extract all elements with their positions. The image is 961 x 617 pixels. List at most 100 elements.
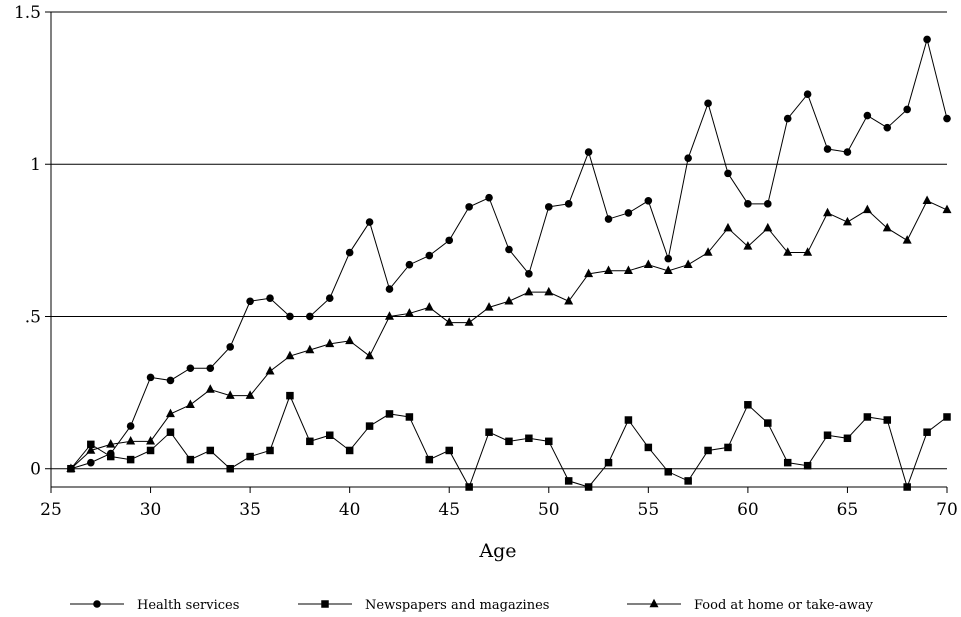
data-point-triangle: [205, 384, 215, 393]
x-tick-label: 35: [239, 500, 261, 520]
data-point-circle: [644, 196, 653, 205]
data-point-triangle: [524, 286, 534, 296]
data-point-circle: [744, 200, 752, 208]
series-triangle: [66, 195, 952, 472]
data-point-circle: [823, 145, 832, 153]
data-point-triangle: [265, 366, 275, 375]
data-point-circle: [445, 236, 454, 245]
data-point-square: [286, 391, 294, 400]
data-point-circle: [226, 343, 234, 351]
data-point-square: [465, 483, 473, 491]
data-point-square: [166, 428, 175, 436]
data-point-triangle: [285, 350, 295, 360]
y-tick-label: 1: [30, 155, 41, 175]
data-point-triangle: [643, 259, 653, 268]
data-point-circle: [425, 251, 434, 260]
data-point-circle: [325, 294, 334, 303]
data-point-square: [604, 458, 613, 467]
x-tick-label: 60: [737, 500, 759, 520]
data-point-triangle: [743, 241, 753, 250]
data-point-square: [385, 410, 394, 418]
data-point-square: [624, 416, 633, 424]
legend-marker-triangle: [649, 598, 659, 608]
data-point-square: [823, 431, 832, 439]
data-point-square: [326, 431, 334, 439]
data-point-circle: [843, 148, 852, 156]
legend-item: Newspapers and magazines: [298, 598, 549, 613]
x-axis-title: Age: [478, 540, 516, 562]
data-point-square: [923, 428, 931, 436]
data-point-circle: [764, 200, 772, 208]
data-point-triangle: [763, 222, 773, 232]
data-point-triangle: [882, 222, 892, 232]
data-point-circle: [505, 245, 513, 254]
data-point-square: [525, 434, 533, 443]
series-circle: [67, 35, 951, 473]
data-point-square: [863, 413, 872, 421]
data-point-square: [126, 455, 135, 464]
data-point-triangle: [564, 295, 574, 305]
data-point-square: [843, 434, 852, 443]
data-point-square: [943, 413, 951, 421]
y-tick-label: .5: [25, 307, 41, 327]
x-tick-label: 30: [140, 500, 162, 520]
data-point-circle: [485, 193, 493, 202]
data-point-square: [365, 422, 374, 430]
data-point-square: [883, 416, 892, 424]
data-point-square: [644, 443, 653, 452]
data-point-triangle: [723, 222, 733, 232]
data-point-triangle: [464, 317, 474, 326]
data-point-circle: [684, 154, 692, 162]
data-point-circle: [146, 373, 155, 382]
data-point-triangle: [225, 390, 235, 399]
data-point-circle: [126, 422, 135, 430]
data-point-square: [186, 455, 195, 464]
data-point-square: [146, 446, 155, 455]
data-point-circle: [943, 114, 951, 123]
data-point-square: [564, 477, 573, 485]
legend-item: Health services: [70, 598, 239, 613]
legend-item: Food at home or take-away: [627, 598, 874, 613]
data-point-square: [744, 401, 752, 409]
data-point-triangle: [683, 259, 693, 268]
data-point-square: [445, 446, 453, 455]
data-point-circle: [286, 312, 294, 321]
data-point-triangle: [922, 195, 932, 205]
data-point-triangle: [384, 311, 394, 320]
data-point-square: [345, 446, 354, 455]
data-point-triangle: [245, 390, 255, 399]
data-point-square: [545, 437, 553, 446]
data-point-triangle: [783, 247, 793, 256]
data-point-square: [266, 446, 274, 455]
data-point-circle: [385, 285, 394, 293]
y-tick-label: 1.5: [14, 3, 41, 23]
data-point-square: [306, 437, 314, 446]
y-tick-label: 0: [30, 460, 41, 480]
data-point-triangle: [165, 408, 175, 418]
data-point-square: [246, 452, 254, 461]
data-point-triangle: [663, 265, 673, 275]
data-point-circle: [87, 458, 95, 467]
data-point-circle: [604, 215, 613, 223]
data-point-circle: [783, 114, 792, 123]
series-line: [70, 37, 948, 470]
data-point-circle: [584, 148, 593, 156]
series-square: [67, 391, 951, 491]
x-tick-label: 40: [339, 500, 361, 520]
data-point-circle: [863, 111, 872, 120]
data-point-square: [226, 464, 234, 473]
data-point-circle: [345, 248, 354, 257]
data-point-triangle: [504, 295, 514, 305]
x-tick-label: 25: [40, 500, 62, 520]
data-point-square: [405, 413, 414, 421]
data-point-circle: [883, 123, 892, 132]
axes: 0 .5 1 1.5 25 30 35 40 45 50 55 60 65 70: [14, 3, 958, 520]
data-point-circle: [365, 218, 374, 226]
x-tick-label: 70: [936, 500, 958, 520]
data-point-square: [106, 452, 115, 461]
data-point-square: [783, 458, 792, 467]
x-tick-label: 45: [438, 500, 460, 520]
data-point-circle: [803, 90, 812, 99]
legend-label: Health services: [137, 598, 239, 613]
